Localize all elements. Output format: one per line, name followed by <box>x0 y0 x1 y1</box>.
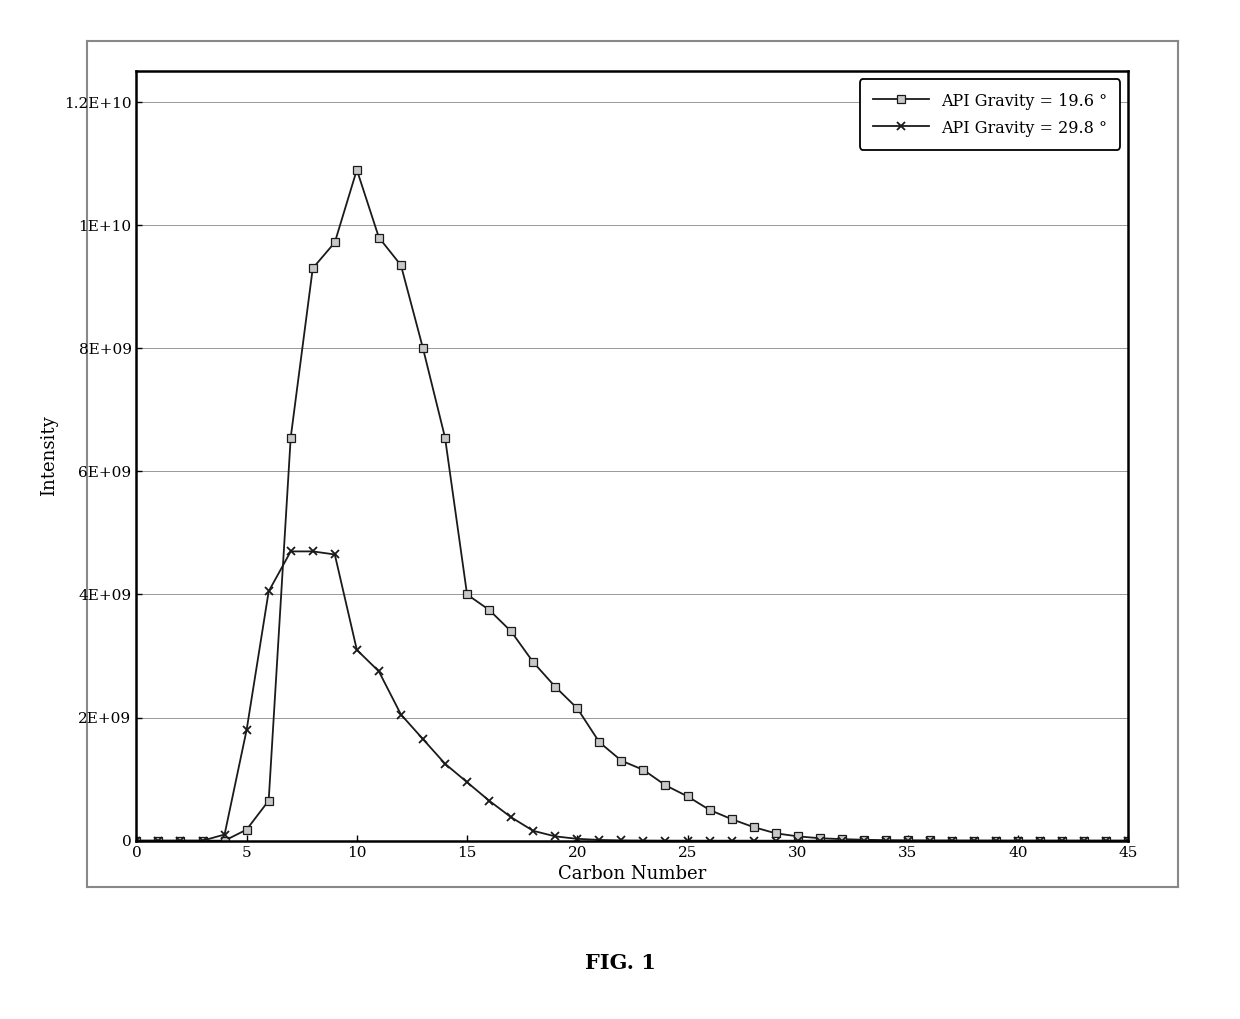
API Gravity = 29.8 ° <box>372 665 387 678</box>
API Gravity = 19.6 ° <box>923 835 937 847</box>
API Gravity = 29.8 ° <box>327 548 342 560</box>
API Gravity = 29.8 ° <box>548 830 563 843</box>
API Gravity = 29.8 ° <box>217 828 232 841</box>
API Gravity = 19.6 ° <box>1076 835 1091 847</box>
API Gravity = 29.8 ° <box>591 834 606 846</box>
API Gravity = 19.6 ° <box>526 656 541 668</box>
API Gravity = 29.8 ° <box>1011 835 1025 847</box>
API Gravity = 29.8 ° <box>350 644 365 656</box>
API Gravity = 29.8 ° <box>460 776 475 789</box>
API Gravity = 19.6 ° <box>239 823 254 836</box>
API Gravity = 19.6 ° <box>857 834 872 846</box>
API Gravity = 29.8 ° <box>283 545 298 557</box>
Line: API Gravity = 19.6 °: API Gravity = 19.6 ° <box>133 166 1132 845</box>
API Gravity = 29.8 ° <box>988 835 1003 847</box>
X-axis label: Carbon Number: Carbon Number <box>558 865 707 883</box>
API Gravity = 29.8 ° <box>945 835 960 847</box>
Line: API Gravity = 29.8 °: API Gravity = 29.8 ° <box>133 547 1132 845</box>
API Gravity = 19.6 ° <box>1099 835 1114 847</box>
API Gravity = 19.6 ° <box>548 681 563 693</box>
API Gravity = 29.8 ° <box>702 835 717 847</box>
API Gravity = 19.6 ° <box>283 431 298 443</box>
API Gravity = 19.6 ° <box>988 835 1003 847</box>
API Gravity = 29.8 ° <box>239 723 254 736</box>
API Gravity = 19.6 ° <box>658 780 673 792</box>
API Gravity = 29.8 ° <box>1099 835 1114 847</box>
API Gravity = 19.6 ° <box>724 813 739 825</box>
API Gravity = 19.6 ° <box>305 262 320 274</box>
Text: FIG. 1: FIG. 1 <box>584 953 656 973</box>
API Gravity = 29.8 ° <box>526 824 541 837</box>
API Gravity = 19.6 ° <box>393 259 408 271</box>
API Gravity = 29.8 ° <box>923 835 937 847</box>
API Gravity = 29.8 ° <box>174 835 188 847</box>
API Gravity = 29.8 ° <box>1076 835 1091 847</box>
API Gravity = 19.6 ° <box>812 833 827 845</box>
API Gravity = 29.8 ° <box>151 835 166 847</box>
API Gravity = 29.8 ° <box>481 795 496 807</box>
API Gravity = 29.8 ° <box>636 835 651 847</box>
API Gravity = 29.8 ° <box>900 835 915 847</box>
API Gravity = 19.6 ° <box>1121 835 1136 847</box>
API Gravity = 29.8 ° <box>305 545 320 557</box>
API Gravity = 19.6 ° <box>350 164 365 176</box>
API Gravity = 29.8 ° <box>769 835 784 847</box>
API Gravity = 29.8 ° <box>790 835 805 847</box>
API Gravity = 19.6 ° <box>591 736 606 748</box>
API Gravity = 19.6 ° <box>1011 835 1025 847</box>
API Gravity = 19.6 ° <box>415 342 430 355</box>
API Gravity = 19.6 ° <box>878 835 893 847</box>
API Gravity = 19.6 ° <box>702 804 717 816</box>
API Gravity = 29.8 ° <box>967 835 982 847</box>
API Gravity = 19.6 ° <box>217 835 232 847</box>
API Gravity = 19.6 ° <box>372 231 387 244</box>
API Gravity = 29.8 ° <box>878 835 893 847</box>
API Gravity = 29.8 ° <box>129 835 144 847</box>
API Gravity = 29.8 ° <box>415 733 430 745</box>
API Gravity = 19.6 ° <box>614 754 629 766</box>
API Gravity = 29.8 ° <box>1033 835 1048 847</box>
API Gravity = 29.8 ° <box>746 835 761 847</box>
API Gravity = 19.6 ° <box>262 795 277 807</box>
API Gravity = 19.6 ° <box>1033 835 1048 847</box>
API Gravity = 29.8 ° <box>195 835 210 847</box>
API Gravity = 29.8 ° <box>724 835 739 847</box>
API Gravity = 19.6 ° <box>481 603 496 615</box>
API Gravity = 19.6 ° <box>460 588 475 600</box>
API Gravity = 29.8 ° <box>503 811 518 823</box>
API Gravity = 19.6 ° <box>835 833 849 845</box>
API Gravity = 19.6 ° <box>1055 835 1070 847</box>
API Gravity = 19.6 ° <box>129 835 144 847</box>
API Gravity = 19.6 ° <box>746 821 761 834</box>
API Gravity = 19.6 ° <box>570 702 585 714</box>
API Gravity = 19.6 ° <box>967 835 982 847</box>
API Gravity = 29.8 ° <box>857 835 872 847</box>
API Gravity = 19.6 ° <box>195 835 210 847</box>
API Gravity = 19.6 ° <box>636 764 651 776</box>
API Gravity = 29.8 ° <box>570 833 585 845</box>
API Gravity = 19.6 ° <box>438 431 453 443</box>
Y-axis label: Intensity: Intensity <box>41 416 58 496</box>
API Gravity = 29.8 ° <box>680 835 694 847</box>
API Gravity = 19.6 ° <box>900 835 915 847</box>
Legend: API Gravity = 19.6 °, API Gravity = 29.8 °: API Gravity = 19.6 °, API Gravity = 29.8… <box>861 79 1121 150</box>
API Gravity = 29.8 ° <box>438 758 453 770</box>
API Gravity = 19.6 ° <box>151 835 166 847</box>
API Gravity = 29.8 ° <box>262 585 277 597</box>
API Gravity = 29.8 ° <box>1055 835 1070 847</box>
API Gravity = 19.6 ° <box>945 835 960 847</box>
API Gravity = 29.8 ° <box>614 835 629 847</box>
API Gravity = 19.6 ° <box>769 827 784 840</box>
API Gravity = 29.8 ° <box>812 835 827 847</box>
API Gravity = 29.8 ° <box>658 835 673 847</box>
API Gravity = 29.8 ° <box>393 708 408 720</box>
API Gravity = 19.6 ° <box>680 791 694 803</box>
API Gravity = 19.6 ° <box>503 626 518 638</box>
API Gravity = 19.6 ° <box>174 835 188 847</box>
API Gravity = 19.6 ° <box>790 830 805 843</box>
API Gravity = 29.8 ° <box>835 835 849 847</box>
API Gravity = 19.6 ° <box>327 236 342 249</box>
API Gravity = 29.8 ° <box>1121 835 1136 847</box>
